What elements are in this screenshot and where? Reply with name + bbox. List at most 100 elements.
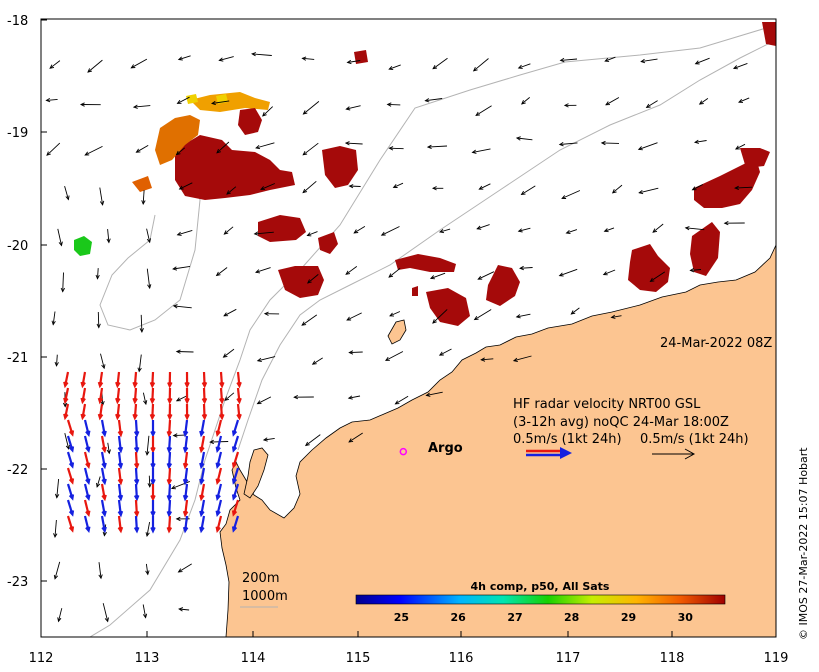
current-arrow [733, 62, 748, 69]
current-arrowhead [346, 316, 352, 321]
current-arrowhead [150, 510, 156, 518]
current-arrowhead [146, 238, 152, 244]
current-arrowhead [684, 226, 690, 231]
current-arrowhead [223, 230, 229, 235]
current-arrowhead [649, 277, 655, 282]
current-arrowhead [65, 444, 70, 450]
current-arrowhead [559, 57, 565, 63]
current-arrowhead [199, 526, 205, 534]
current-arrow [107, 229, 110, 243]
current-arrow [176, 351, 194, 353]
current-arrowhead [97, 413, 104, 421]
current-arrowhead [473, 316, 479, 321]
current-arrowhead [85, 462, 91, 470]
current-arrowhead [95, 274, 100, 280]
current-arrowhead [558, 272, 564, 277]
current-arrow [345, 266, 358, 275]
current-arrowhead [236, 397, 242, 405]
current-arrow [395, 395, 409, 405]
current-arrow [148, 475, 151, 487]
current-arrowhead [167, 381, 173, 389]
current-arrow [252, 53, 272, 56]
current-arrow [96, 476, 101, 488]
current-arrowhead [388, 65, 394, 71]
current-arrow [481, 358, 494, 361]
current-arrowhead [255, 144, 261, 150]
current-arrowhead [605, 101, 611, 106]
current-arrowhead [167, 413, 173, 421]
radar-info-line1: HF radar velocity NRT00 GSL [513, 397, 701, 412]
x-tick-label: 114 [241, 651, 266, 666]
colorbar-tick-label: 29 [621, 611, 636, 624]
current-arrow [735, 186, 753, 189]
current-arrowhead [166, 510, 173, 518]
current-arrowhead [145, 450, 150, 456]
current-arrow [432, 57, 448, 70]
current-arrowhead [348, 350, 354, 355]
y-tick-label: -22 [7, 463, 28, 478]
current-arrowhead [380, 231, 386, 236]
x-tick-label: 115 [346, 651, 371, 666]
current-arrowhead [106, 449, 111, 455]
current-arrowhead [477, 275, 483, 280]
current-arrow [513, 355, 532, 362]
current-arrowhead [698, 100, 704, 105]
current-arrowhead [347, 395, 353, 400]
colorbar-tick-label: 27 [507, 611, 522, 624]
current-arrowhead [117, 462, 124, 470]
current-arrow [605, 97, 620, 106]
current-arrowhead [133, 526, 140, 534]
current-arrowhead [262, 437, 268, 442]
current-arrowhead [147, 482, 152, 488]
current-arrow [389, 311, 401, 317]
current-arrow [56, 354, 58, 366]
current-arrowhead [480, 357, 486, 362]
current-arrowhead [115, 381, 121, 389]
current-arrowhead [182, 430, 189, 438]
current-arrowhead [166, 446, 173, 454]
current-arrow [257, 356, 276, 362]
current-arrowhead [182, 478, 189, 486]
current-arrowhead [53, 574, 59, 580]
current-arrow [97, 268, 99, 279]
current-arrowhead [219, 397, 225, 405]
current-arrow [260, 183, 275, 190]
current-arrow [176, 395, 187, 402]
x-tick-label: 117 [556, 651, 581, 666]
current-arrowhead [175, 397, 181, 402]
current-arrowhead [130, 64, 136, 69]
current-arrowhead [166, 430, 173, 438]
current-arrow [388, 267, 401, 278]
current-arrowhead [150, 430, 156, 438]
current-arrow [302, 142, 319, 156]
current-arrowhead [80, 381, 86, 389]
current-arrow [389, 147, 404, 150]
current-arrowhead [215, 462, 221, 470]
current-arrow [346, 312, 362, 321]
current-arrowhead [389, 312, 395, 317]
current-arrowhead [68, 446, 75, 453]
current-arrow [692, 184, 704, 191]
y-axis: -18 -19 -20 -21 -22 -23 [7, 14, 47, 590]
current-arrowhead [558, 142, 564, 147]
current-arrowhead [178, 185, 184, 190]
current-arrow [136, 145, 149, 153]
colorbar-tick-label: 30 [678, 611, 694, 624]
current-arrow [226, 186, 237, 195]
current-arrowhead [224, 396, 230, 401]
current-arrow [348, 432, 363, 443]
current-arrowhead [63, 381, 69, 389]
current-arrow [57, 228, 62, 246]
current-arrowhead [53, 533, 58, 539]
current-arrow [223, 348, 235, 358]
current-arrowhead [133, 446, 140, 454]
argo-float-marker [399, 447, 408, 456]
current-arrowhead [54, 493, 60, 499]
current-arrowhead [175, 349, 181, 354]
current-arrowhead [432, 319, 437, 324]
current-arrow [347, 60, 361, 63]
current-arrowhead [431, 186, 437, 191]
current-arrowhead [353, 229, 359, 234]
current-arrow [479, 183, 491, 190]
current-arrowhead [166, 478, 173, 486]
